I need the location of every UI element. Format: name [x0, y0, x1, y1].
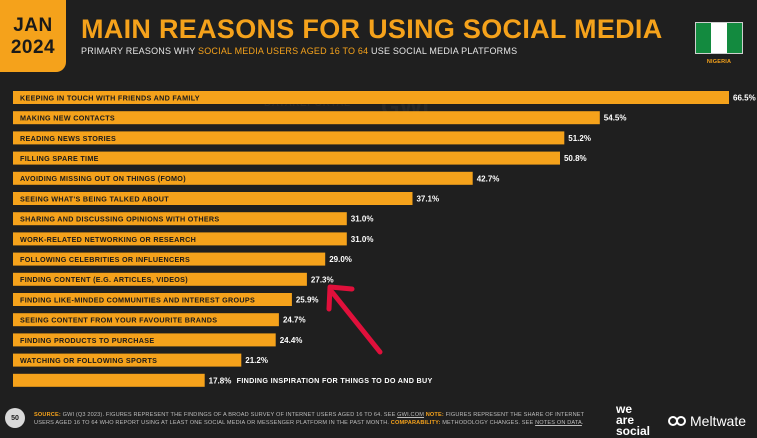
- bar-10: [13, 272, 307, 286]
- notes-on-data-link[interactable]: NOTES ON DATA: [535, 420, 582, 426]
- bar-15: [13, 373, 205, 387]
- bar-7: [13, 212, 347, 226]
- bar-13: [13, 333, 276, 347]
- bar-label-3: READING NEWS STORIES: [20, 134, 116, 143]
- meltwater-logo: Meltwate: [668, 413, 746, 429]
- bar-12: [13, 313, 279, 327]
- bar-8: [13, 232, 347, 246]
- bar-label-6: SEEING WHAT'S BEING TALKED ABOUT: [20, 194, 169, 203]
- source-link[interactable]: GWI.COM: [397, 412, 425, 418]
- page-subtitle: PRIMARY REASONS WHY SOCIAL MEDIA USERS A…: [81, 46, 517, 56]
- bar-label-15: FINDING INSPIRATION FOR THINGS TO DO AND…: [237, 376, 433, 385]
- value-label-4: 50.8%: [564, 154, 587, 163]
- date-badge: JAN 2024: [0, 0, 66, 72]
- bar-label-8: WORK-RELATED NETWORKING OR RESEARCH: [20, 235, 196, 244]
- date-year: 2024: [10, 36, 56, 58]
- value-label-8: 31.0%: [351, 235, 374, 244]
- note-text: FIGURES REPRESENT THE SHARE OF INTERNET …: [34, 412, 585, 426]
- value-label-10: 27.3%: [311, 275, 334, 284]
- we-are-social-logo: we are social: [616, 402, 666, 438]
- bar-label-2: MAKING NEW CONTACTS: [20, 114, 115, 123]
- nigeria-flag-icon: [695, 22, 743, 54]
- bar-2: [13, 111, 600, 125]
- bar-6: [13, 192, 413, 205]
- value-label-14: 21.2%: [245, 356, 268, 365]
- value-label-13: 24.4%: [280, 336, 303, 345]
- meltwater-text: Meltwate: [690, 413, 747, 429]
- subtitle-post: USE SOCIAL MEDIA PLATFORMS: [368, 46, 518, 56]
- logo-line-are: are: [616, 413, 635, 427]
- value-label-5: 42.7%: [477, 174, 500, 183]
- meltwater-icon: [668, 416, 686, 426]
- subtitle-highlight: SOCIAL MEDIA USERS AGED 16 TO 64: [198, 46, 369, 56]
- logo-line-social: social: [616, 424, 651, 438]
- bar-label-14: WATCHING OR FOLLOWING SPORTS: [20, 356, 157, 365]
- bar-label-12: SEEING CONTENT FROM YOUR FAVOURITE BRAND…: [20, 316, 217, 325]
- notes-end: .: [581, 420, 584, 426]
- country-label: NIGERIA: [706, 59, 732, 65]
- bar-label-11: FINDING LIKE-MINDED COMMUNITIES AND INTE…: [20, 295, 255, 304]
- value-label-6: 37.1%: [416, 195, 439, 204]
- value-label-9: 29.0%: [329, 255, 352, 264]
- note-label: NOTE:: [424, 412, 444, 418]
- bar-14: [13, 353, 242, 367]
- bar-11: [13, 293, 292, 306]
- logo-line-we: we: [616, 402, 633, 416]
- comparability-text: METHODOLOGY CHANGES. SEE: [440, 420, 536, 426]
- bar-label-5: AVOIDING MISSING OUT ON THINGS (FOMO): [20, 174, 186, 183]
- bar-3: [13, 131, 565, 145]
- bar-1: [13, 91, 729, 104]
- page-title: MAIN REASONS FOR USING SOCIAL MEDIA: [81, 14, 663, 44]
- bar-9: [13, 252, 326, 266]
- highlight-arrow: [326, 284, 383, 355]
- source-text: GWI (Q3 2023). FIGURES REPRESENT THE FIN…: [60, 412, 398, 418]
- value-label-7: 31.0%: [351, 215, 374, 224]
- source-label: SOURCE:: [34, 412, 61, 418]
- bar-5: [13, 171, 473, 185]
- bar-label-7: SHARING AND DISCUSSING OPINIONS WITH OTH…: [20, 215, 220, 224]
- value-label-1: 66.5%: [733, 94, 756, 103]
- bar-4: [13, 151, 560, 165]
- subtitle-pre: PRIMARY REASONS WHY: [81, 46, 199, 56]
- value-label-15: 17.8%: [209, 376, 232, 385]
- page-number: 50: [5, 408, 25, 428]
- bar-label-1: KEEPING IN TOUCH WITH FRIENDS AND FAMILY: [20, 93, 200, 102]
- value-label-2: 54.5%: [604, 114, 627, 123]
- value-label-3: 51.2%: [568, 134, 591, 143]
- bar-label-13: FINDING PRODUCTS TO PURCHASE: [20, 336, 154, 345]
- date-month: JAN: [13, 14, 53, 36]
- bar-label-10: FINDING CONTENT (E.G. ARTICLES, VIDEOS): [20, 275, 188, 284]
- bar-label-4: FILLING SPARE TIME: [20, 154, 99, 163]
- value-label-11: 25.9%: [296, 296, 319, 305]
- comparability-label: COMPARABILITY:: [390, 420, 441, 426]
- value-label-12: 24.7%: [283, 316, 306, 325]
- bar-label-9: FOLLOWING CELEBRITIES OR INFLUENCERS: [20, 255, 190, 264]
- source-note: SOURCE: GWI (Q3 2023). FIGURES REPRESENT…: [34, 411, 604, 427]
- bars-group: KEEPING IN TOUCH WITH FRIENDS AND FAMILY…: [13, 91, 756, 387]
